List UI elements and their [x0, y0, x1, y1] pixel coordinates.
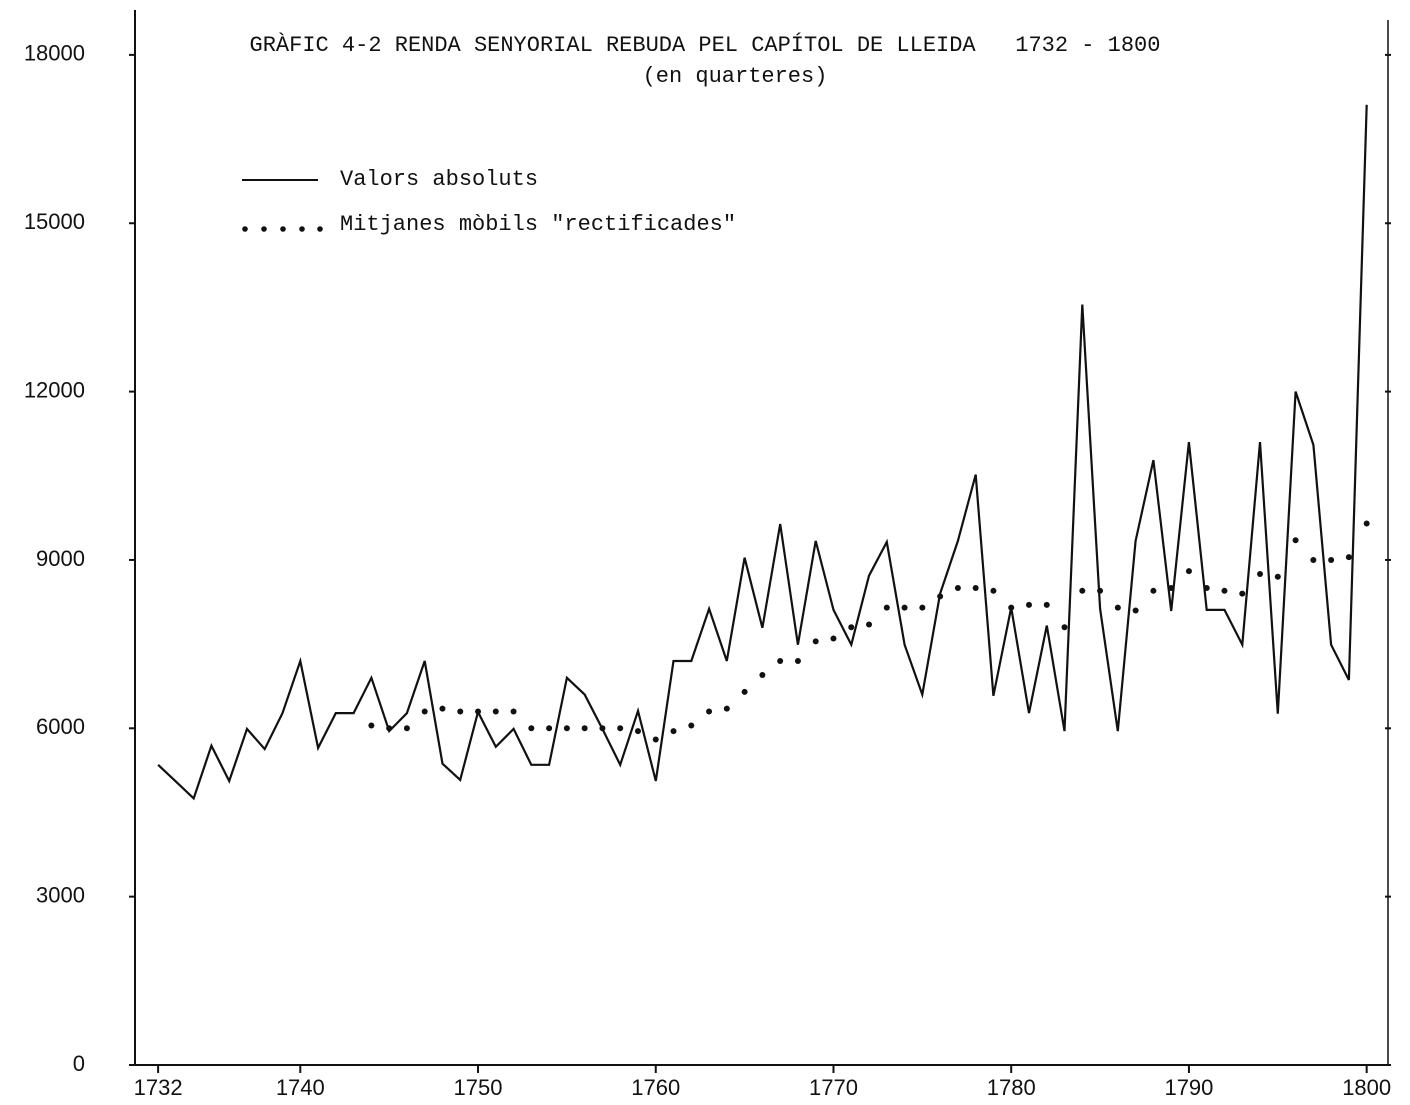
moving-average-dot	[1043, 601, 1050, 608]
moving-average-dot	[1203, 585, 1210, 592]
moving-average-dot	[1114, 604, 1121, 611]
moving-average-dot	[1345, 554, 1352, 561]
moving-average-dot	[848, 624, 855, 631]
moving-average-dot	[972, 585, 979, 592]
moving-average-dot	[528, 725, 535, 732]
y-tick-label: 3000	[36, 882, 85, 907]
moving-average-dot	[492, 708, 499, 715]
moving-average-dot	[794, 657, 801, 664]
moving-average-dot	[1132, 607, 1139, 614]
moving-average-dot	[723, 705, 730, 712]
x-tick-label: 1780	[987, 1075, 1036, 1100]
moving-average-dot	[919, 604, 926, 611]
y-tick-label: 12000	[24, 377, 85, 402]
moving-average-dot	[475, 708, 482, 715]
moving-average-dot	[954, 585, 961, 592]
moving-average-dot	[1363, 520, 1370, 527]
moving-average-dot	[1150, 587, 1157, 594]
moving-average-dot	[883, 604, 890, 611]
line	[157, 104, 1368, 801]
moving-average-dot	[1221, 587, 1228, 594]
moving-average-dot	[1239, 590, 1246, 597]
moving-average-dot	[1025, 601, 1032, 608]
moving-average-dot	[1168, 585, 1175, 592]
moving-average-dot	[1008, 604, 1015, 611]
moving-average-dot	[1061, 624, 1068, 631]
moving-average-dot	[368, 722, 375, 729]
moving-average-dot	[1292, 537, 1299, 544]
moving-average-dot	[581, 725, 588, 732]
moving-average-dot	[1310, 556, 1317, 563]
legend-label: Mitjanes mòbils "rectificades"	[340, 212, 736, 237]
y-tick-label: 9000	[36, 546, 85, 571]
moving-average-dot	[830, 635, 837, 642]
moving-average-dot	[617, 725, 624, 732]
y-tick-label: 6000	[36, 714, 85, 739]
x-tick-label: 1760	[631, 1075, 680, 1100]
moving-average-dot	[866, 621, 873, 628]
x-tick-label: 1750	[454, 1075, 503, 1100]
moving-average-dot	[563, 725, 570, 732]
y-tick-label: 0	[73, 1051, 85, 1076]
moving-average-dot	[670, 728, 677, 735]
moving-average-dot	[1097, 587, 1104, 594]
moving-average-dot	[457, 708, 464, 715]
legend-label: Valors absoluts	[340, 167, 538, 192]
moving-average-dot	[1274, 573, 1281, 580]
moving-average-dot	[1185, 568, 1192, 575]
chart-subtitle: (en quarteres)	[643, 64, 828, 89]
moving-average-dot	[634, 728, 641, 735]
x-tick-label: 1790	[1164, 1075, 1213, 1100]
moving-average-dot	[759, 671, 766, 678]
x-tick-label: 1800	[1342, 1075, 1391, 1100]
moving-average-dot	[1257, 570, 1264, 577]
moving-average-dot	[546, 725, 553, 732]
moving-average-dot	[403, 725, 410, 732]
moving-average-dot	[688, 722, 695, 729]
moving-average-dot	[741, 688, 748, 695]
moving-average-dot	[937, 593, 944, 600]
chart-title: GRÀFIC 4-2 RENDA SENYORIAL REBUDA PEL CA…	[250, 32, 1161, 58]
moving-average-dot	[1079, 587, 1086, 594]
moving-average-dot	[901, 604, 908, 611]
moving-average-dot	[439, 705, 446, 712]
moving-average-dot	[421, 708, 428, 715]
legend-dots	[242, 226, 323, 232]
legend: Valors absoluts Mitjanes mòbils "rectifi…	[242, 167, 736, 237]
x-tick-label: 1770	[809, 1075, 858, 1100]
moving-average-dot	[510, 708, 517, 715]
moving-average-dot	[1328, 556, 1335, 563]
moving-average-dot	[599, 725, 606, 732]
moving-average-dot	[777, 657, 784, 664]
y-tick-label: 15000	[24, 209, 85, 234]
moving-average-dot	[386, 725, 393, 732]
y-tick-label: 18000	[24, 41, 85, 66]
moving-average-dot	[812, 638, 819, 645]
moving-average-dot	[990, 587, 997, 594]
moving-average-dot	[652, 736, 659, 743]
x-tick-label: 1732	[134, 1075, 183, 1100]
moving-average-dot	[706, 708, 713, 715]
x-tick-label: 1740	[276, 1075, 325, 1100]
